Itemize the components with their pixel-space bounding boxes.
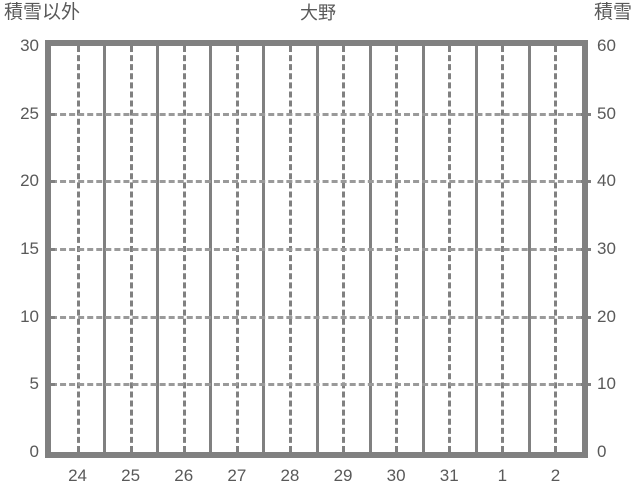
y-axis-tick-label-left: 25 xyxy=(20,103,39,123)
gridline-horizontal xyxy=(51,315,582,319)
y-axis-tick-label-left: 20 xyxy=(20,171,39,191)
plot-frame xyxy=(45,40,588,458)
y-axis-tick-label-left: 5 xyxy=(29,374,39,394)
chart-title: 大野 xyxy=(300,3,336,23)
y-axis-tick-label-right: 10 xyxy=(597,374,616,394)
y-axis-tick-label-left: 10 xyxy=(20,306,39,326)
tick-left xyxy=(45,112,55,116)
tick-right xyxy=(581,180,591,184)
x-axis-tick-label: 26 xyxy=(174,466,194,485)
gridline-horizontal xyxy=(51,248,582,251)
left-axis-title: 積雪以外 xyxy=(4,2,81,23)
tick-right xyxy=(581,315,591,319)
x-axis-tick-label: 28 xyxy=(280,466,300,485)
tick-left xyxy=(45,383,55,387)
x-axis-tick-label: 25 xyxy=(121,466,141,485)
x-axis-tick-label: 30 xyxy=(386,466,406,485)
tick-left xyxy=(45,315,55,319)
plot-area xyxy=(51,46,582,452)
tick-right xyxy=(581,248,591,251)
y-axis-tick-label-right: 60 xyxy=(597,36,616,55)
y-axis-tick-label-right: 20 xyxy=(597,306,616,326)
y-axis-tick-label-right: 0 xyxy=(597,442,607,461)
tick-right xyxy=(581,383,591,387)
tick-right xyxy=(581,112,591,116)
x-axis-tick-label: 2 xyxy=(550,466,561,485)
right-axis-title: 積雪 xyxy=(593,2,632,23)
y-axis-tick-label-right: 50 xyxy=(597,103,616,123)
gridline-horizontal xyxy=(51,383,582,387)
x-axis-tick-label: 27 xyxy=(227,466,247,485)
gridline-horizontal xyxy=(51,112,582,116)
y-axis-tick-label-right: 40 xyxy=(597,171,616,191)
gridline-horizontal xyxy=(51,180,582,184)
y-axis-tick-label-left: 15 xyxy=(20,239,39,258)
tick-left xyxy=(45,180,55,184)
x-axis-tick-label: 29 xyxy=(333,466,353,485)
x-axis-tick-label: 1 xyxy=(497,466,508,485)
x-axis-tick-label: 31 xyxy=(439,466,459,485)
x-axis-tick-label: 24 xyxy=(68,466,87,485)
y-axis-tick-label-right: 30 xyxy=(597,239,616,258)
y-axis-tick-label-left: 30 xyxy=(20,36,39,55)
tick-left xyxy=(45,248,55,251)
y-axis-tick-label-left: 0 xyxy=(29,442,39,461)
